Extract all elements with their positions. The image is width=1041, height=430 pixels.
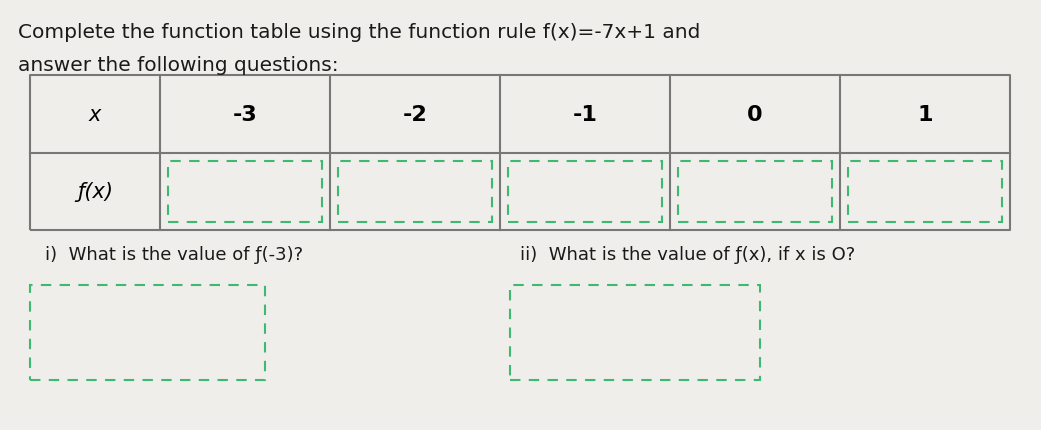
Bar <box>848 161 1002 222</box>
Text: -2: -2 <box>403 104 428 124</box>
Text: -3: -3 <box>232 104 257 124</box>
Text: i)  What is the value of ƒ(-3)?: i) What is the value of ƒ(-3)? <box>45 246 303 264</box>
Bar <box>338 161 492 222</box>
Text: answer the following questions:: answer the following questions: <box>18 56 338 75</box>
Bar <box>508 161 662 222</box>
Bar <box>168 161 322 222</box>
Text: 1: 1 <box>917 104 933 124</box>
Text: ƒ(x): ƒ(x) <box>77 182 113 202</box>
Text: -1: -1 <box>573 104 598 124</box>
Text: Complete the function table using the function rule f(x)=-7x+1 and: Complete the function table using the fu… <box>18 23 701 42</box>
Text: x: x <box>88 104 101 124</box>
Bar <box>510 286 760 380</box>
Text: 0: 0 <box>747 104 763 124</box>
Bar <box>678 161 832 222</box>
Bar <box>30 286 265 380</box>
Text: ii)  What is the value of ƒ(x), if x is O?: ii) What is the value of ƒ(x), if x is O… <box>520 246 856 264</box>
